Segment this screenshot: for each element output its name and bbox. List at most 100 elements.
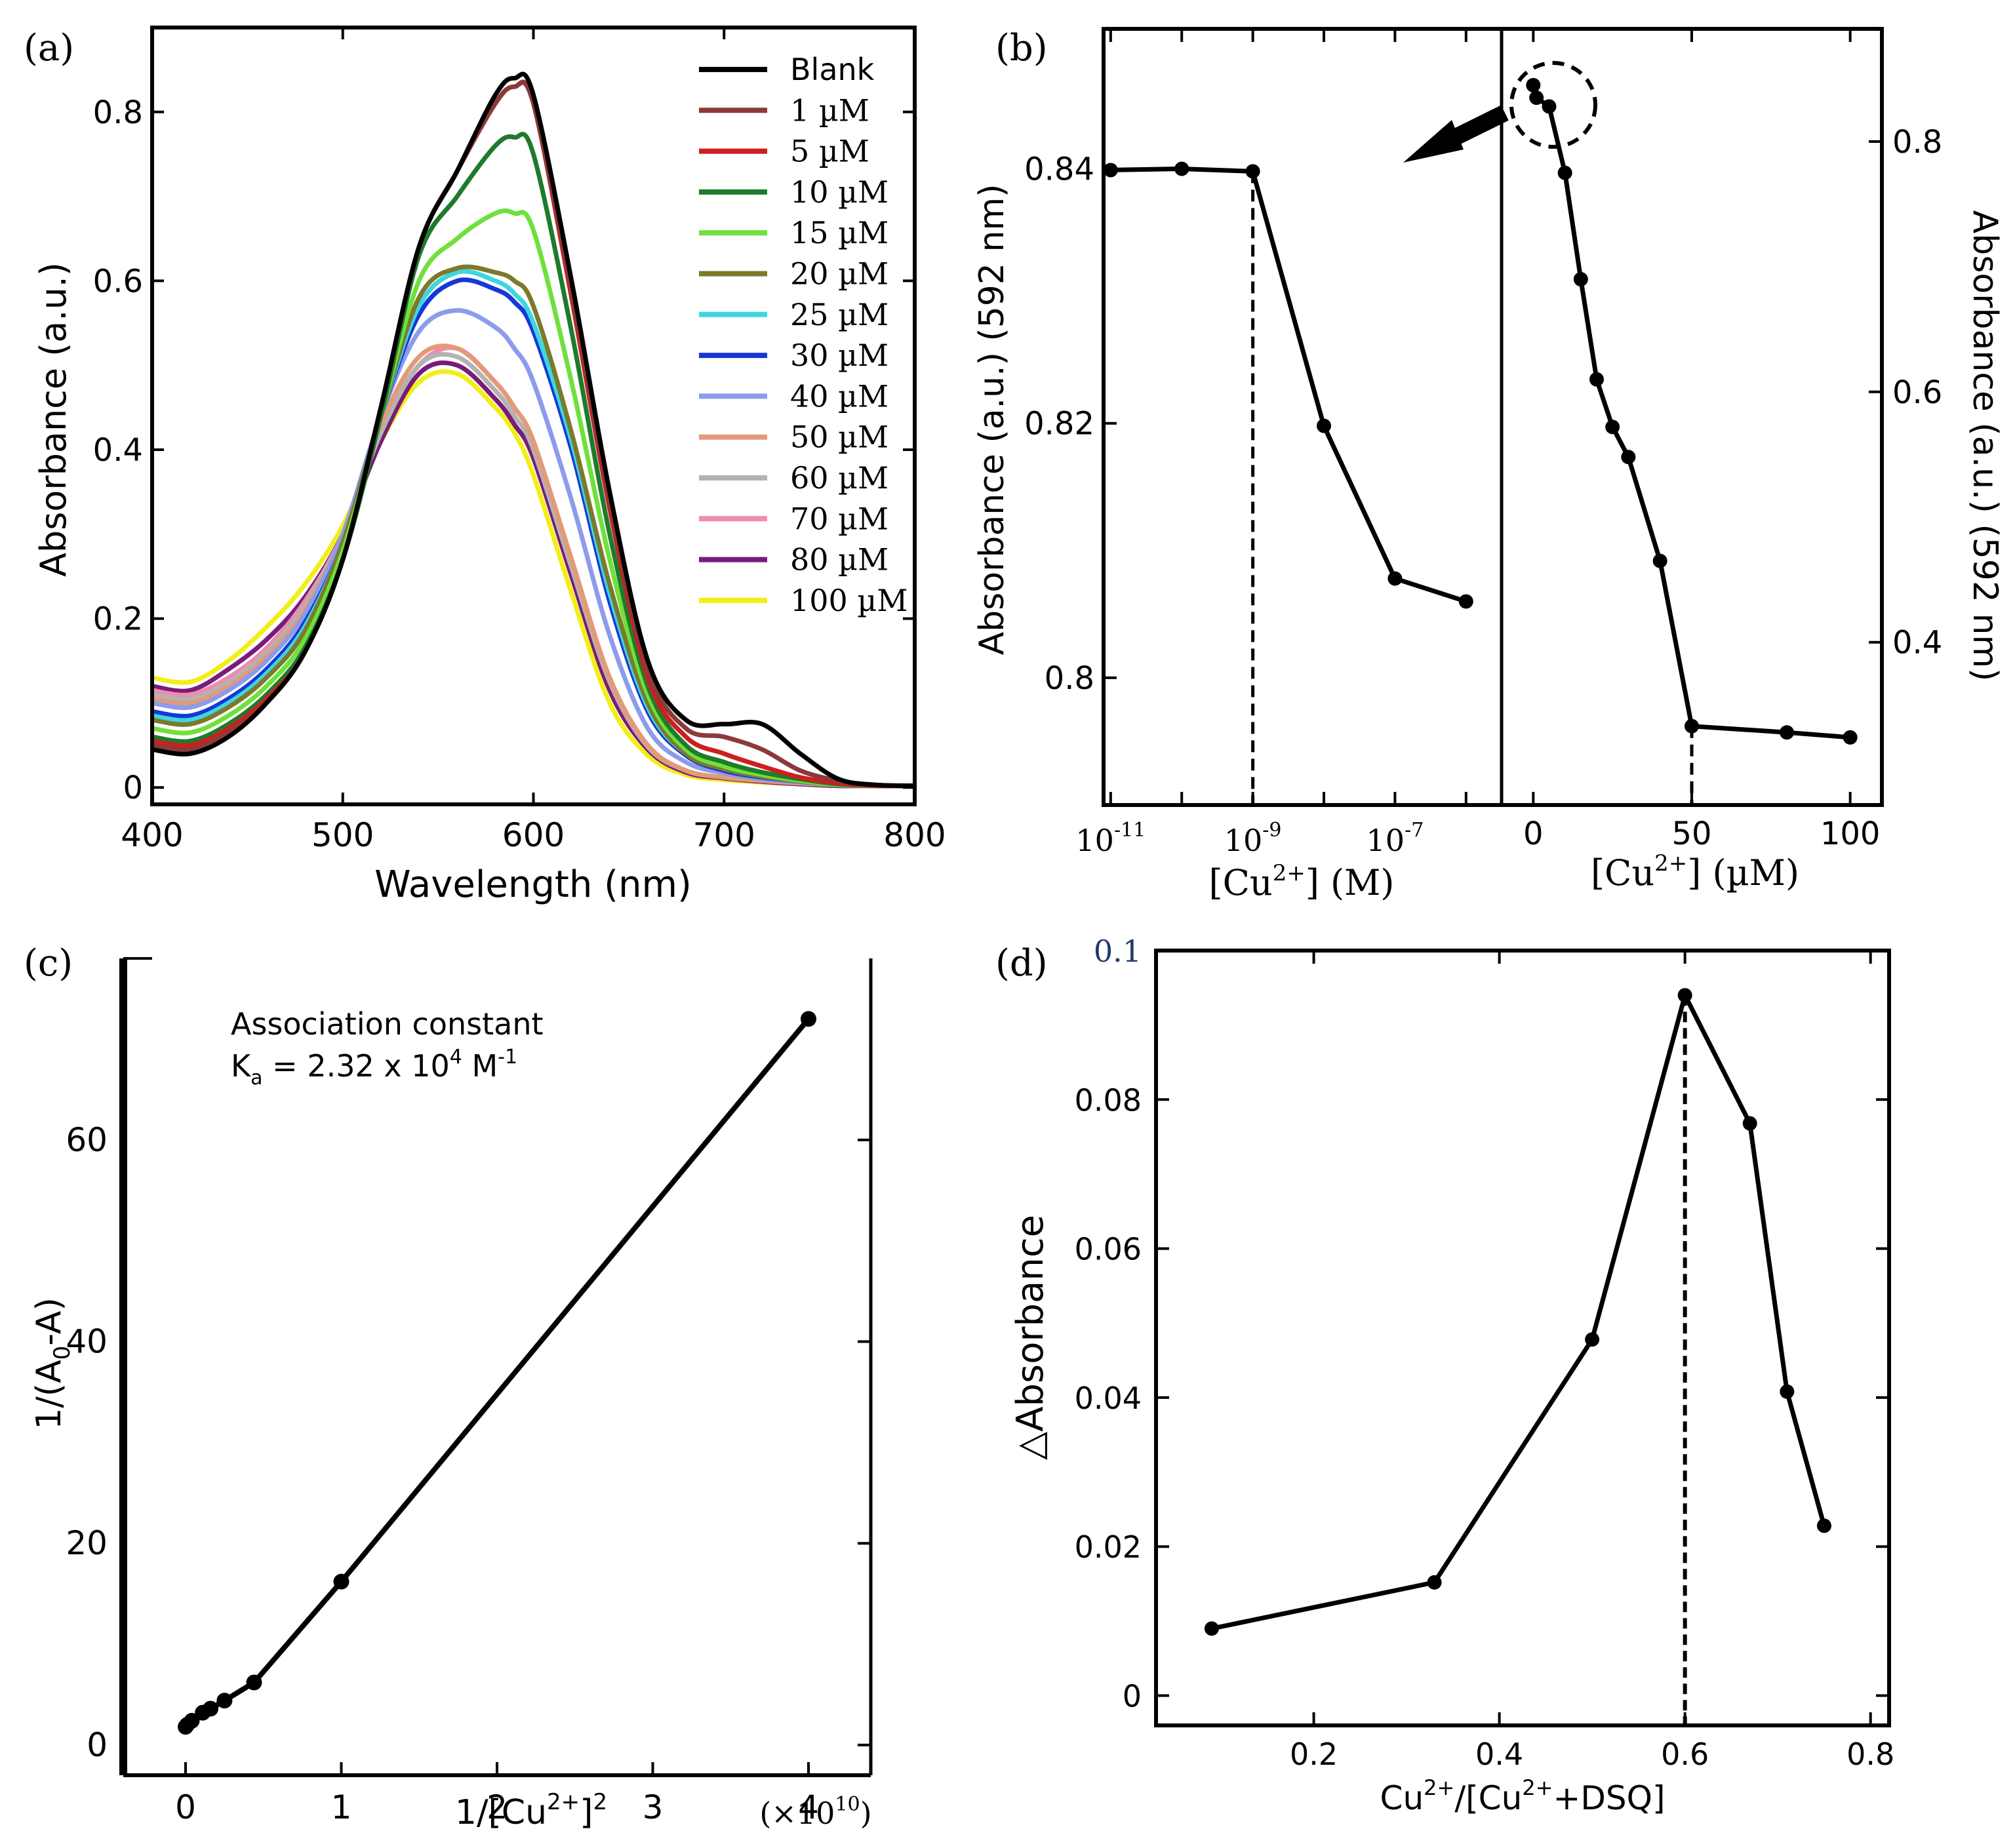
data-point [1557, 165, 1572, 180]
legend-label-8: 30 µM [790, 338, 888, 373]
data-point [1526, 77, 1541, 92]
x-tick-label: 800 [883, 816, 946, 854]
x-tick-label: 3 [643, 1788, 664, 1826]
x-tick-label: 500 [311, 816, 374, 854]
legend-label-2: 1 µM [790, 92, 869, 128]
data-point [1816, 1518, 1831, 1533]
legend-label-3: 5 µM [790, 134, 869, 169]
y-tick-label: 0.6 [1892, 374, 1942, 411]
data-point [1458, 594, 1473, 609]
data-point [1585, 1332, 1600, 1347]
x-tick-label: 1 [331, 1788, 352, 1826]
y-tick-label: 0.06 [1075, 1232, 1142, 1267]
y-tick-label: 60 [66, 1121, 108, 1159]
x-tick-label: 10-11 [1075, 819, 1146, 858]
y-tick-label: 0.04 [1075, 1381, 1142, 1416]
y-tick-label: 20 [66, 1524, 108, 1562]
y-tick-label: 0 [87, 1726, 108, 1764]
x-tick-label: 0 [175, 1788, 196, 1826]
data-point [1427, 1575, 1442, 1590]
panel-a-label: (a) [24, 27, 74, 69]
data-point [216, 1693, 233, 1709]
x-tick-label: 50 [1671, 816, 1711, 852]
legend-label-12: 70 µM [790, 501, 888, 536]
data-point [1652, 553, 1667, 568]
legend-label-4: 10 µM [790, 174, 888, 210]
data-point [1843, 730, 1858, 745]
panel-a-x-ticks: 400 500 600 700 800 [121, 28, 946, 854]
panel-a: (a) 400 500 600 700 800 0 0.2 0.4 0.6 0.8 Blank 1… [24, 26, 946, 906]
y-tick-label: 0.08 [1075, 1082, 1142, 1118]
panel-d-plot: 0.2 0.4 0.6 0.8 0 0.02 0.04 0.06 0.08 0.1 [1075, 934, 1895, 1772]
legend-label-7: 25 µM [790, 297, 888, 332]
legend-label-14: 100 µM [790, 583, 908, 618]
y-tick-label: 0.4 [1892, 625, 1942, 661]
panel-a-curves [151, 71, 915, 789]
data-point [1542, 99, 1557, 114]
data-point [1245, 164, 1260, 179]
y-tick-label: 0.8 [93, 94, 143, 131]
y-tick-label: 0.6 [93, 263, 143, 300]
legend-label-11: 60 µM [790, 460, 888, 496]
data-line [1211, 989, 1827, 1631]
data-point [184, 1712, 200, 1729]
panel-a-legend: Blank 1 µM 5 µM 10 µM 15 µM 20 µM 25 µM 30 µM 40… [699, 52, 908, 618]
panel-c-annotation-line1: Association constant [231, 1006, 544, 1042]
x-tick-label: 400 [121, 816, 183, 854]
data-point [1317, 418, 1332, 433]
x-tick-label: 600 [502, 816, 565, 854]
data-point [1573, 271, 1588, 286]
y-tick-label: 0.8 [1045, 660, 1094, 697]
y-tick-label: 0.84 [1024, 151, 1094, 188]
legend-label-13: 80 µM [790, 542, 888, 578]
data-point [1677, 988, 1692, 1003]
y-tick-label: 0.8 [1892, 124, 1942, 161]
data-line [1530, 85, 1850, 740]
x-tick-label: 0.6 [1661, 1737, 1709, 1772]
x-tick-label: 0.4 [1475, 1737, 1523, 1772]
data-point [1589, 372, 1604, 387]
panel-b-left-x-label: [Cu2+] (M) [1209, 860, 1395, 903]
x-tick-label: 10-7 [1367, 819, 1424, 858]
panel-b-left-plot: 0.8 0.82 0.84 10-11 10-9 10-7 [1024, 29, 1473, 858]
data-point [1780, 725, 1794, 740]
panel-d-label: (d) [995, 942, 1048, 985]
y-tick-label: 0.2 [93, 601, 143, 638]
panel-a-y-label: Absorbance (a.u.) [33, 262, 74, 577]
legend-label-6: 20 µM [790, 256, 888, 292]
panel-d: (d) 0.2 0.4 0.6 0.8 0 0.02 0.04 0.06 0.08 0.1 Cu2… [995, 934, 1894, 1817]
x-tick-label: 700 [693, 816, 755, 854]
y-tick-label: 0.02 [1075, 1529, 1142, 1565]
x-tick-label: 10-9 [1224, 819, 1282, 858]
y-tick-label: 0.4 [93, 432, 143, 469]
y-tick-label: 0.1 [1094, 934, 1142, 969]
panel-b: (b) 0.8 0.82 0.84 10-11 10-9 10-7 0.4 0.6 0.8 0 5… [972, 27, 2005, 903]
panel-c-x-multiplier: (×1010) [759, 1793, 871, 1831]
panel-b-frame [1102, 27, 1884, 807]
y-tick-label: 0.82 [1024, 406, 1094, 442]
data-point [1387, 571, 1403, 586]
panel-b-left-y-label: Absorbance (a.u.) (592 nm) [972, 184, 1012, 656]
arrow-head-icon [1403, 120, 1464, 163]
legend-label-1: Blank [790, 52, 875, 87]
data-point [203, 1701, 218, 1717]
panel-d-x-label: Cu2+/[Cu2++DSQ] [1380, 1775, 1666, 1817]
highlight-circle [1509, 61, 1597, 149]
panel-c-annotation-line2: Ka = 2.32 x 104 M-1 [231, 1046, 517, 1090]
panel-c-label: (c) [24, 942, 73, 985]
legend-label-5: 15 µM [790, 215, 888, 250]
panel-b-right-y-label: Absorbance (a.u.) (592 nm) [1965, 210, 2005, 682]
panel-b-right-plot: 0.4 0.6 0.8 0 50 100 [1523, 29, 1942, 852]
x-tick-label: 4 [798, 1788, 819, 1826]
data-point [1685, 718, 1699, 734]
data-point [1742, 1116, 1757, 1131]
panel-c-y-label: 1/(A0-A) [30, 1297, 75, 1430]
panel-b-right-x-label: [Cu2+] (µM) [1591, 850, 1799, 894]
x-tick-label: 100 [1820, 816, 1881, 852]
y-tick-label: 40 [66, 1323, 108, 1361]
data-point [333, 1573, 349, 1590]
legend-label-10: 50 µM [790, 420, 888, 455]
data-point [1529, 90, 1544, 106]
